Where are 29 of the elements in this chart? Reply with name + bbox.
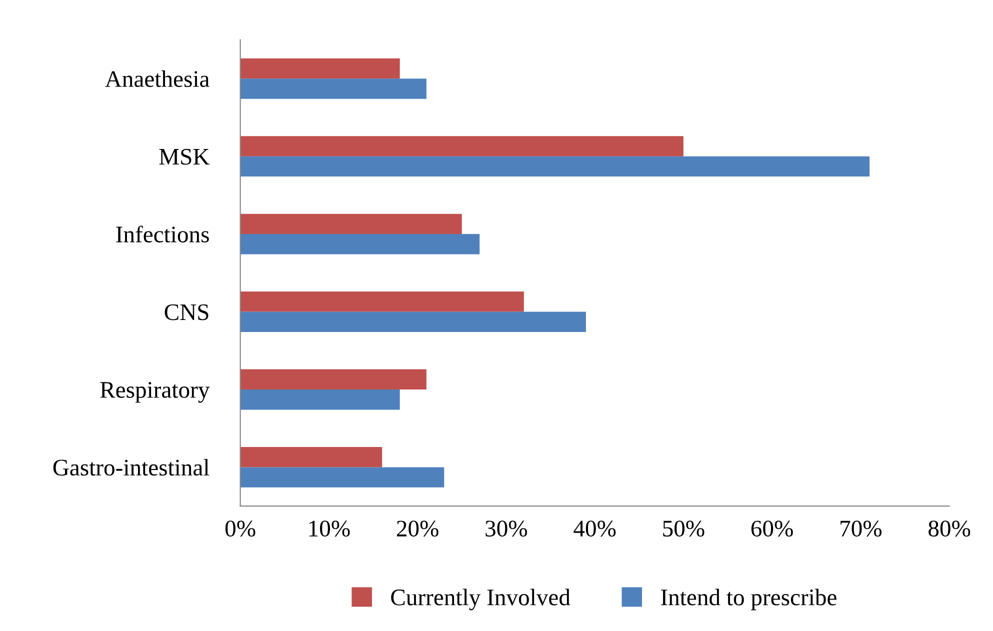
- legend-label: Currently Involved: [391, 588, 570, 610]
- x-tick-label: 0%: [225, 520, 256, 537]
- x-tick-label: 80%: [928, 520, 970, 537]
- bar: [240, 58, 400, 79]
- bar: [240, 312, 586, 332]
- bar: [240, 369, 426, 390]
- x-tick-label: 40%: [574, 520, 616, 537]
- bar: [240, 156, 870, 177]
- bar: [240, 292, 524, 312]
- bar: [240, 214, 462, 234]
- x-tick-label: 30%: [486, 520, 528, 537]
- bar: [240, 78, 426, 99]
- bar: [240, 389, 400, 410]
- y-tick-label: Anaethesia: [105, 70, 210, 88]
- bar: [240, 467, 444, 488]
- x-tick-label: 60%: [751, 520, 793, 537]
- bar: [240, 234, 480, 254]
- bar: [240, 136, 684, 156]
- y-tick-label: Infections: [116, 226, 209, 242]
- y-tick-label: Gastro-intestinal: [53, 459, 210, 476]
- x-tick-label: 70%: [840, 520, 882, 537]
- y-tick-label: CNS: [164, 304, 208, 320]
- x-tick-label: 50%: [663, 520, 704, 537]
- x-tick-label: 20%: [396, 520, 438, 537]
- y-tick-label: MSK: [159, 148, 210, 165]
- legend-label: Intend to prescribe: [661, 588, 836, 610]
- y-tick-label: Respiratory: [100, 382, 210, 403]
- bar: [240, 446, 382, 468]
- x-tick-label: 10%: [309, 520, 350, 537]
